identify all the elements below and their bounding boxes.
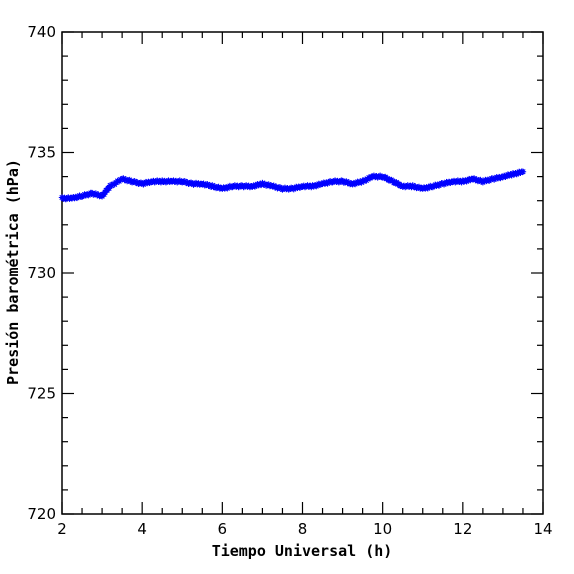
- x-tick-label: 10: [373, 520, 392, 538]
- tick-labels-layer: 2 4 6 8 10 12 14 720 725 730 735 740: [27, 23, 552, 538]
- x-axis-label: Tiempo Universal (h): [212, 542, 393, 560]
- y-tick-label: 720: [27, 505, 56, 523]
- plot-frame: [61, 31, 544, 515]
- x-tick-label: 2: [57, 520, 67, 538]
- x-tick-label: 14: [533, 520, 552, 538]
- ticks-layer: [61, 31, 544, 515]
- x-tick-label: 6: [218, 520, 228, 538]
- data-point-marker: [519, 168, 527, 175]
- y-tick-label: 730: [27, 264, 56, 282]
- x-tick-label: 12: [453, 520, 472, 538]
- y-tick-label: 735: [27, 144, 56, 162]
- x-tick-label: 8: [298, 520, 308, 538]
- x-tick-label: 4: [137, 520, 147, 538]
- series-markers: [58, 168, 527, 203]
- y-axis-label: Presión barométrica (hPa): [4, 159, 22, 385]
- y-tick-label: 725: [27, 385, 56, 403]
- y-tick-label: 740: [27, 23, 56, 41]
